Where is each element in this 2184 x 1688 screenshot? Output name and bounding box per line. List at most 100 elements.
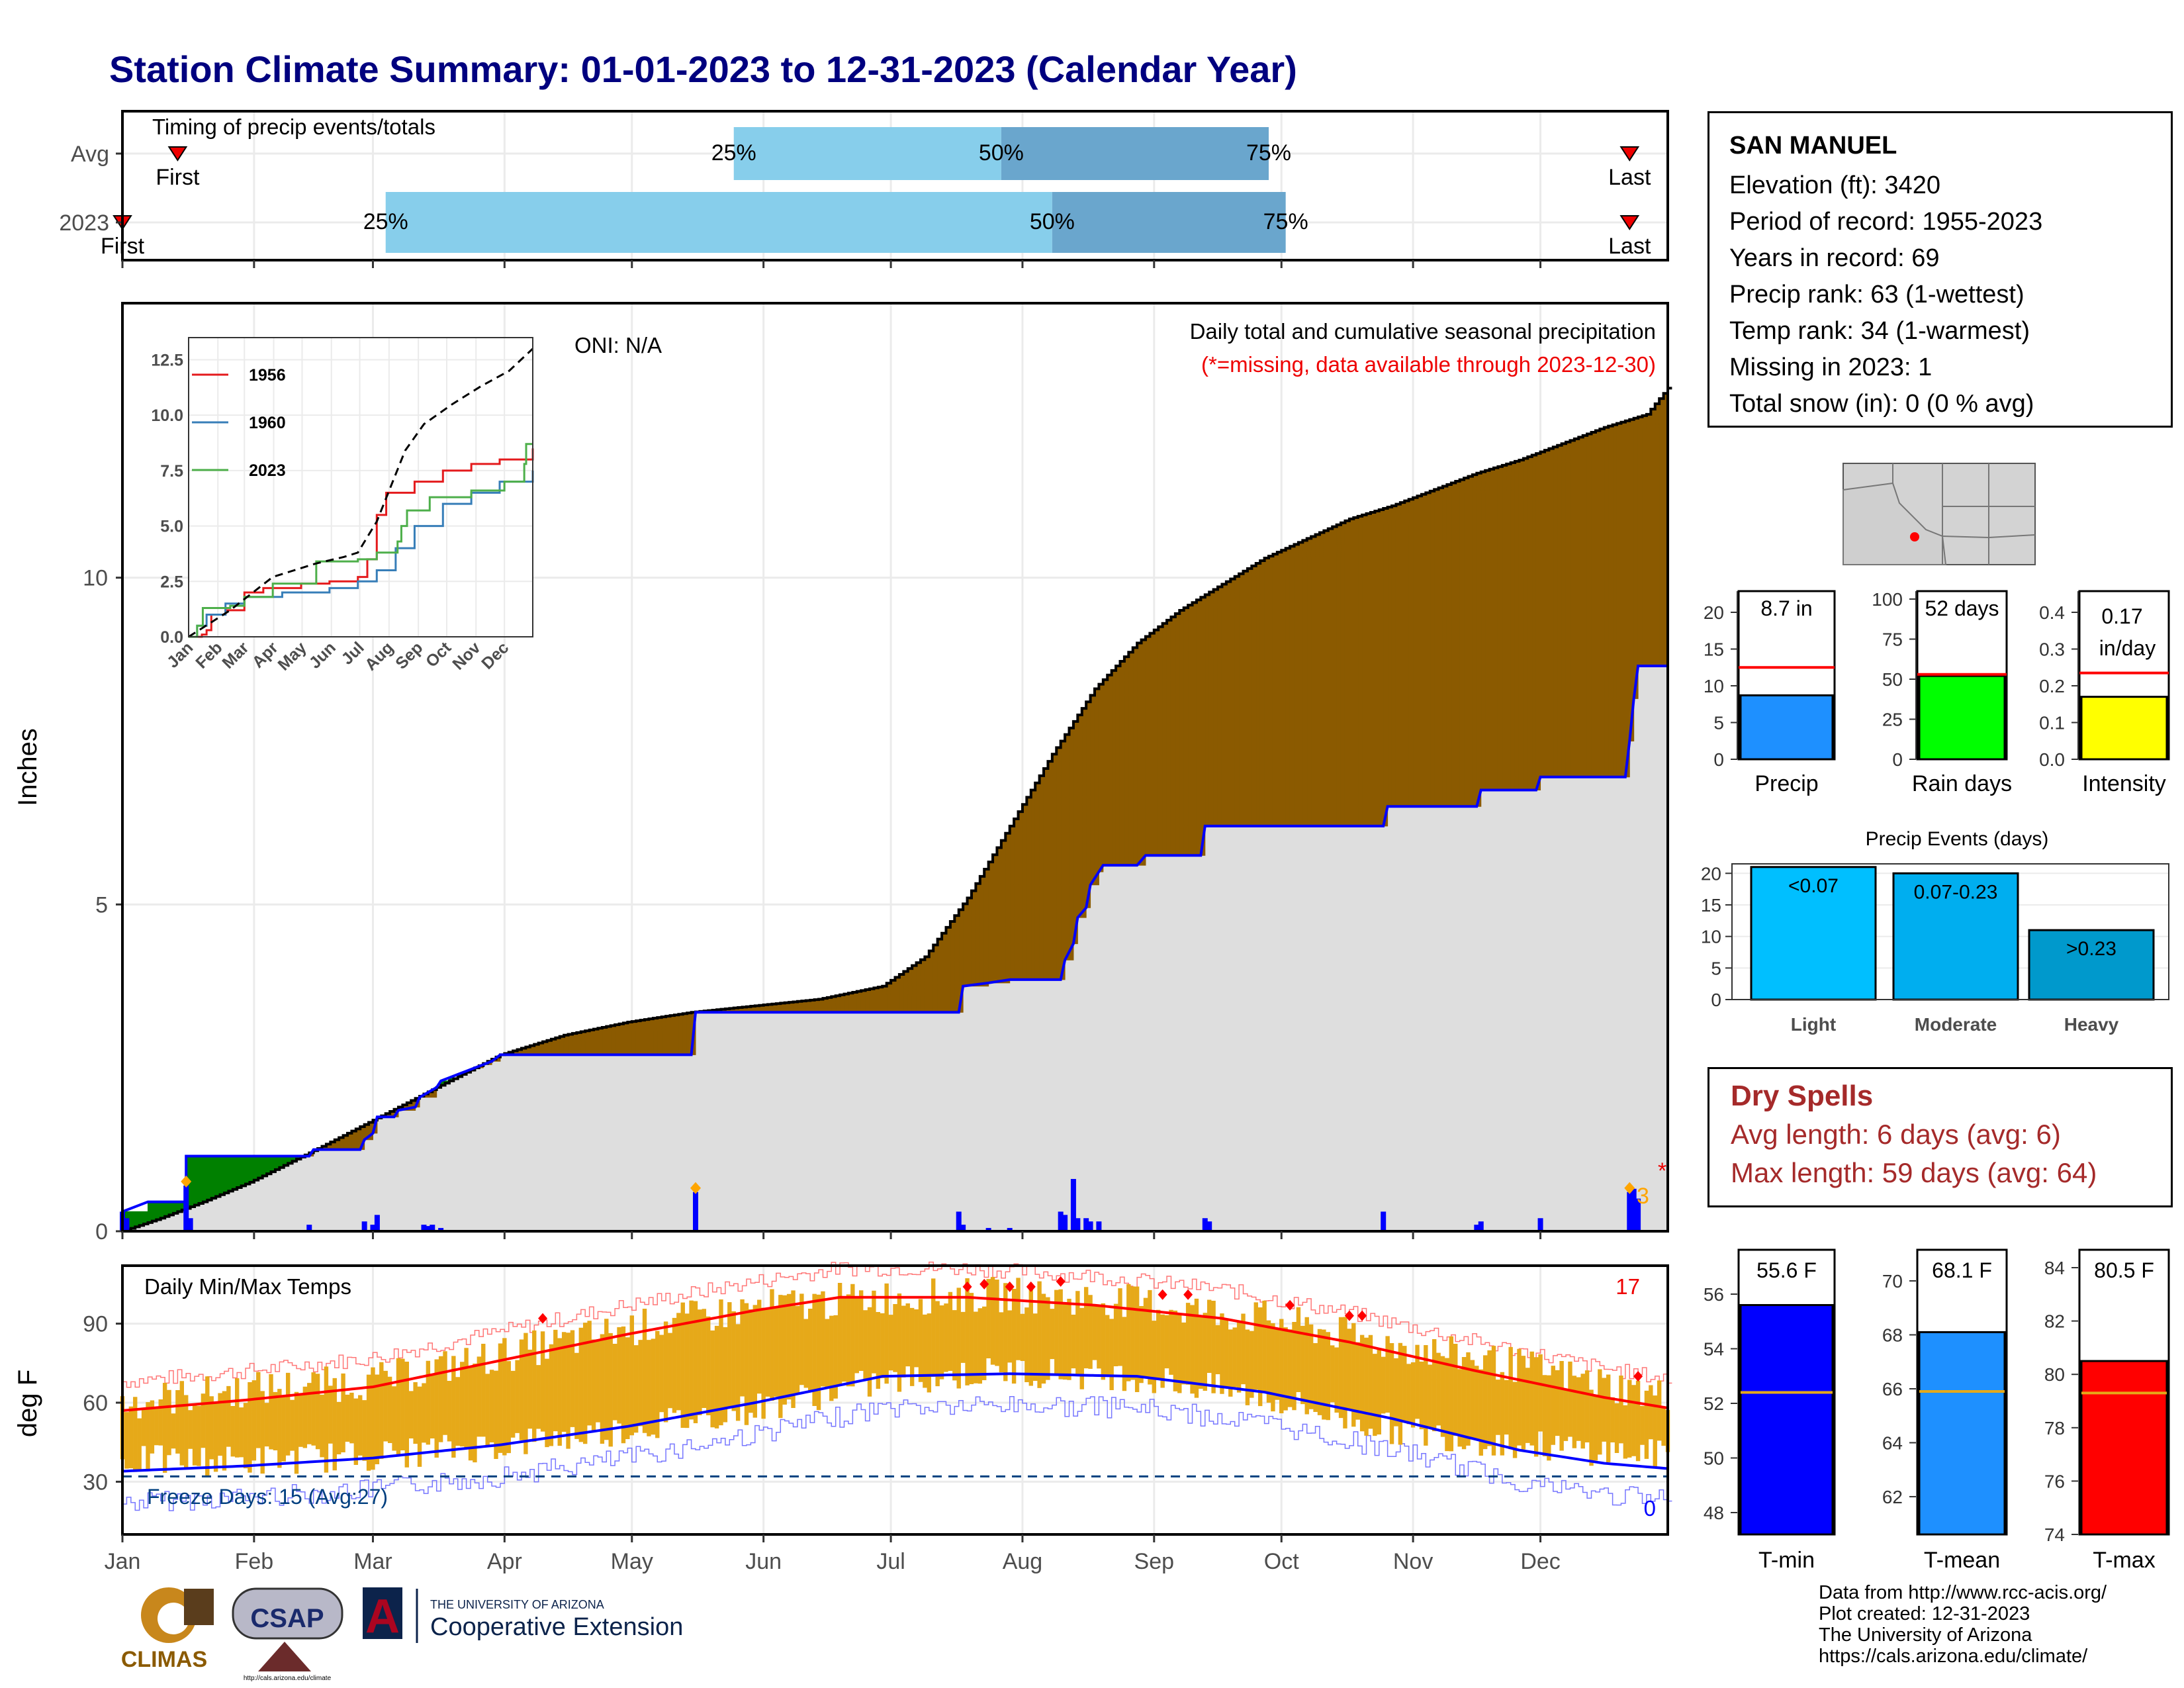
inset-ytick-label: 12.5 — [151, 351, 183, 369]
precip-daily-bar — [1083, 1218, 1089, 1231]
temp-record-marker — [1158, 1289, 1167, 1300]
page-title: Station Climate Summary: 01-01-2023 to 1… — [109, 48, 1297, 90]
side-bar-ytick-label: 0.3 — [2039, 639, 2065, 660]
map-station-marker — [1910, 532, 1919, 541]
events-ytick-label: 10 — [1701, 927, 1721, 947]
map-region — [1843, 482, 1947, 565]
precip-daily-bar — [1635, 1198, 1641, 1231]
temp-bar-ytick-label: 70 — [1882, 1271, 1903, 1291]
temp-bar-ytick-label: 64 — [1882, 1432, 1903, 1453]
temp-bar-0 — [1739, 1304, 1834, 1536]
map-borders — [1892, 463, 2035, 565]
precip-daily-bar — [956, 1211, 962, 1231]
temp-ytick-label: 90 — [83, 1312, 108, 1337]
inset-ytick-label: 0.0 — [160, 628, 183, 647]
timing-bar-q50-q75 — [1052, 192, 1286, 253]
month-label: May — [611, 1549, 653, 1574]
temp-record-marker — [538, 1313, 548, 1324]
precip-base-area — [122, 665, 1668, 1231]
side-bar-ytick-label: 0.0 — [2039, 749, 2065, 770]
month-label: Aug — [1003, 1549, 1043, 1574]
events-border — [1731, 863, 2169, 1000]
timing-quartile-label: 25% — [711, 140, 756, 165]
precip-accum-marker — [181, 1175, 192, 1188]
csap-logo-cloud — [232, 1587, 343, 1640]
side-bar-ytick-label: 0 — [1713, 749, 1724, 770]
temp-avg-max-line — [122, 1295, 1668, 1412]
side-bar-ytick-label: 0 — [1892, 749, 1903, 770]
temp-record-marker — [1056, 1276, 1066, 1287]
credit-plot-date: Plot created: 12-31-2023 — [1819, 1603, 2030, 1624]
timing-row-label: 2023 — [59, 211, 109, 236]
side-bar-charts: 0 5 10 15 20 8.7 in Precip 0 25 50 75 100 52 days Rai… — [1704, 589, 2170, 796]
month-label: Jan — [105, 1549, 141, 1574]
temp-bar-ytick-label: 76 — [2044, 1471, 2065, 1491]
temp-bar-ytick-label: 52 — [1704, 1393, 1724, 1414]
events-bar-label: 0.07-0.23 — [1914, 881, 1998, 903]
precip-daily-bar — [1087, 1221, 1093, 1231]
precip-daily-bar — [370, 1225, 376, 1231]
precip-daily-bar — [1627, 1192, 1633, 1231]
precip-daily-bar — [1202, 1218, 1208, 1231]
side-bar-ytick-label: 50 — [1882, 669, 1903, 690]
station-info-box: SAN MANUEL Elevation (ft): 3420 Period o… — [1707, 111, 2173, 428]
temp-record-low-line — [122, 1395, 1672, 1511]
credit-university: The University of Arizona — [1819, 1624, 2032, 1646]
precip-oni-label: ONI: N/A — [574, 333, 662, 357]
timing-marker-label: First — [156, 165, 200, 190]
side-bar-1 — [1918, 675, 2006, 761]
events-bar-label: <0.07 — [1788, 875, 1839, 897]
side-bar-value: 0.17 — [2101, 604, 2142, 628]
side-bar-ytick-label: 75 — [1882, 630, 1903, 650]
station-snow: Total snow (in): 0 (0 % avg) — [1729, 390, 2034, 418]
timing-quartile-label: 50% — [979, 140, 1024, 165]
temp-bar-ytick-label: 84 — [2044, 1258, 2065, 1278]
inset-avg-line — [188, 348, 534, 638]
temp-bar-ytick-label: 82 — [2044, 1311, 2065, 1332]
temp-freeze-label: Freeze Days: 15 (Avg:27) — [147, 1485, 388, 1509]
temp-bar-value: 68.1 F — [1932, 1258, 1992, 1282]
temp-bar-ytick-label: 68 — [1882, 1325, 1903, 1345]
side-bar-0 — [1739, 694, 1834, 761]
temp-panel-label: Daily Min/Max Temps — [144, 1274, 351, 1299]
temp-bar-ytick-label: 80 — [2044, 1364, 2065, 1385]
temp-ylabel: deg F — [13, 1370, 42, 1437]
precip-daily-bar — [124, 1218, 130, 1231]
temp-bar-ytick-label: 48 — [1704, 1503, 1724, 1523]
side-bar-ytick-label: 0.1 — [2039, 713, 2065, 733]
csap-logo-url: http://cals.arizona.edu/climate — [244, 1675, 332, 1682]
events-xtick-label: Heavy — [2064, 1014, 2119, 1035]
side-bar-value: 52 days — [1925, 596, 1999, 620]
temp-min-record-count: 0 — [1644, 1496, 1656, 1521]
temp-chart: Freeze Days: 15 (Avg:27) Daily Min/Max Te… — [13, 1261, 1672, 1542]
timing-label: Timing of precip events/totals — [152, 115, 435, 139]
location-map — [1843, 463, 2036, 565]
events-xtick-label: Light — [1791, 1014, 1836, 1035]
csap-logo-text: CSAP — [250, 1604, 324, 1633]
side-bar-ytick-label: 0.4 — [2039, 602, 2065, 623]
temp-record-marker — [1633, 1371, 1643, 1382]
precip-heading: Daily total and cumulative seasonal prec… — [1190, 319, 1656, 344]
inset-legend-label: 1956 — [249, 366, 286, 385]
timing-marker-label: Last — [1608, 234, 1651, 259]
month-label: Apr — [487, 1549, 522, 1574]
month-label: Oct — [1264, 1549, 1299, 1574]
ua-logo-small-text: THE UNIVERSITY OF ARIZONA — [430, 1598, 604, 1611]
events-ytick-label: 5 — [1711, 958, 1721, 978]
temp-bar-ytick-label: 50 — [1704, 1448, 1724, 1469]
events-ytick-label: 20 — [1701, 863, 1721, 884]
dry-spells-box: Dry Spells Avg length: 6 days (avg: 6) M… — [1707, 1067, 2173, 1207]
side-bar-label: Intensity — [2082, 771, 2166, 796]
events-title: Precip Events (days) — [1866, 828, 2049, 850]
month-label: Feb — [235, 1549, 274, 1574]
month-label: Mar — [353, 1549, 392, 1574]
precip-daily-bar — [1058, 1211, 1064, 1231]
temp-bar-1 — [1918, 1331, 2006, 1536]
events-bar-heavy — [2028, 929, 2155, 1001]
temp-avg-min-line — [122, 1372, 1668, 1473]
timing-marker — [167, 146, 188, 162]
precip-daily-bar — [985, 1228, 991, 1231]
climas-logo-mark-inner — [158, 1603, 189, 1634]
